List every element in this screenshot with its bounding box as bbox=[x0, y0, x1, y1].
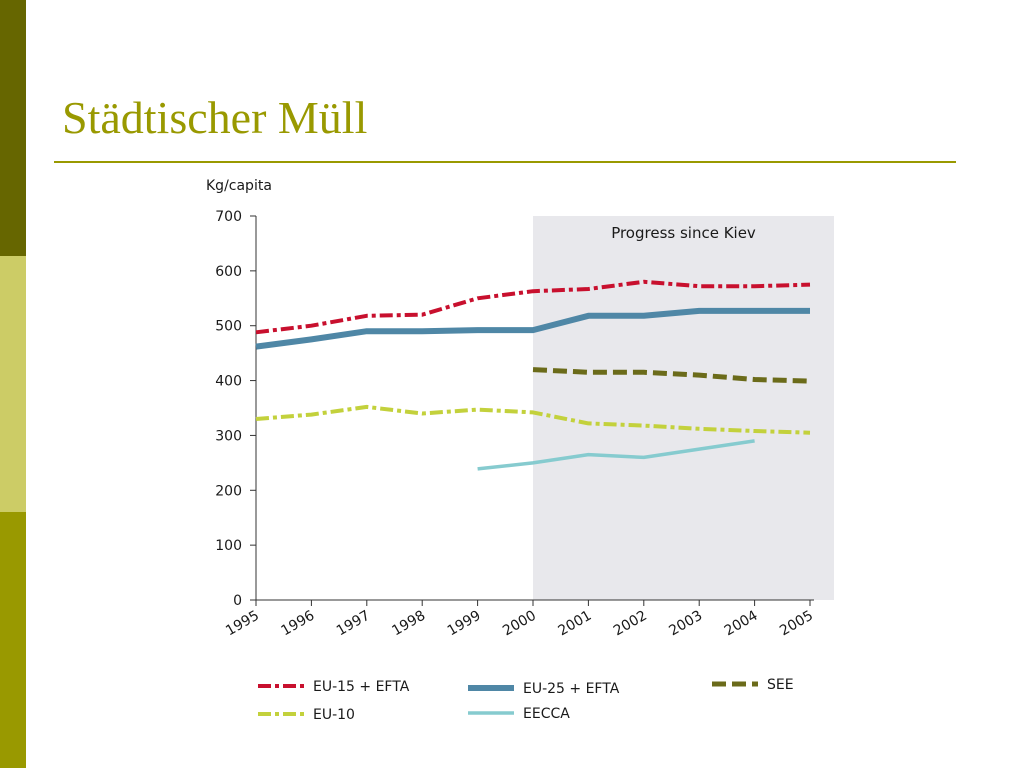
x-tick-label: 1998 bbox=[389, 608, 428, 640]
series-layer bbox=[255, 279, 811, 471]
legend-item: EU-10 bbox=[258, 707, 355, 723]
legend-label: EU-25 + EFTA bbox=[523, 681, 620, 697]
sidebar-top-stripe bbox=[0, 0, 26, 256]
legend-label: EU-10 bbox=[313, 707, 355, 723]
legend-item: EECCA bbox=[468, 706, 570, 722]
x-tick-label: 1997 bbox=[334, 608, 373, 640]
y-tick-label: 700 bbox=[215, 209, 242, 225]
legend: EU-15 + EFTA EU-25 + EFTA SEE EU-10 EECCA bbox=[258, 677, 794, 723]
legend-label: EECCA bbox=[523, 706, 570, 722]
x-tick-label: 2005 bbox=[777, 608, 816, 640]
slide-title: Städtischer Müll bbox=[62, 92, 368, 143]
series-3 bbox=[255, 404, 811, 435]
x-tick-label: 2001 bbox=[556, 608, 595, 640]
progress-shade-label: Progress since Kiev bbox=[611, 224, 756, 242]
progress-shade-region bbox=[533, 216, 834, 600]
x-axis: 1995 1996 1997 1998 1999 2000 2001 2002 2003 2004… bbox=[223, 599, 816, 640]
legend-label: EU-15 + EFTA bbox=[313, 679, 410, 695]
sidebar-middle-stripe bbox=[0, 256, 26, 512]
legend-item: EU-15 + EFTA bbox=[258, 679, 410, 695]
legend-label: SEE bbox=[767, 677, 794, 693]
series-line bbox=[255, 404, 811, 435]
series-2 bbox=[532, 367, 811, 384]
y-tick-label: 300 bbox=[215, 428, 242, 444]
legend-item: EU-25 + EFTA bbox=[468, 681, 620, 697]
series-line bbox=[255, 307, 810, 350]
x-tick-label: 2000 bbox=[500, 608, 539, 640]
x-tick-label: 2002 bbox=[611, 608, 650, 640]
series-line bbox=[255, 279, 811, 335]
series-4 bbox=[477, 439, 755, 471]
y-tick-label: 200 bbox=[215, 483, 242, 499]
waste-line-chart: Progress since Kiev Kg/capita 0 100 200 300… bbox=[206, 178, 834, 723]
y-tick-label: 500 bbox=[215, 319, 242, 335]
x-tick-label: 1999 bbox=[445, 608, 484, 640]
series-0 bbox=[255, 279, 811, 335]
series-line bbox=[532, 367, 811, 384]
x-tick-label: 1996 bbox=[279, 608, 318, 640]
x-tick-label: 1995 bbox=[223, 608, 262, 640]
title-divider bbox=[54, 161, 956, 163]
x-tick-label: 2004 bbox=[722, 608, 761, 640]
y-axis: 0 100 200 300 400 500 600 700 bbox=[215, 209, 257, 609]
series-1 bbox=[255, 307, 810, 350]
y-axis-unit-label: Kg/capita bbox=[206, 178, 272, 194]
sidebar-bottom-stripe bbox=[0, 512, 26, 768]
x-tick-label: 2003 bbox=[666, 608, 705, 640]
y-tick-label: 100 bbox=[215, 538, 242, 554]
legend-item: SEE bbox=[712, 677, 794, 693]
y-tick-label: 400 bbox=[215, 374, 242, 390]
y-tick-label: 600 bbox=[215, 264, 242, 280]
y-tick-label: 0 bbox=[233, 593, 242, 609]
series-line bbox=[477, 439, 755, 471]
